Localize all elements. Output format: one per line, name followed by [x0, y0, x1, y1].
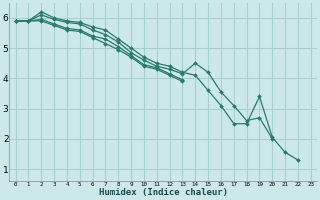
X-axis label: Humidex (Indice chaleur): Humidex (Indice chaleur) [99, 188, 228, 197]
